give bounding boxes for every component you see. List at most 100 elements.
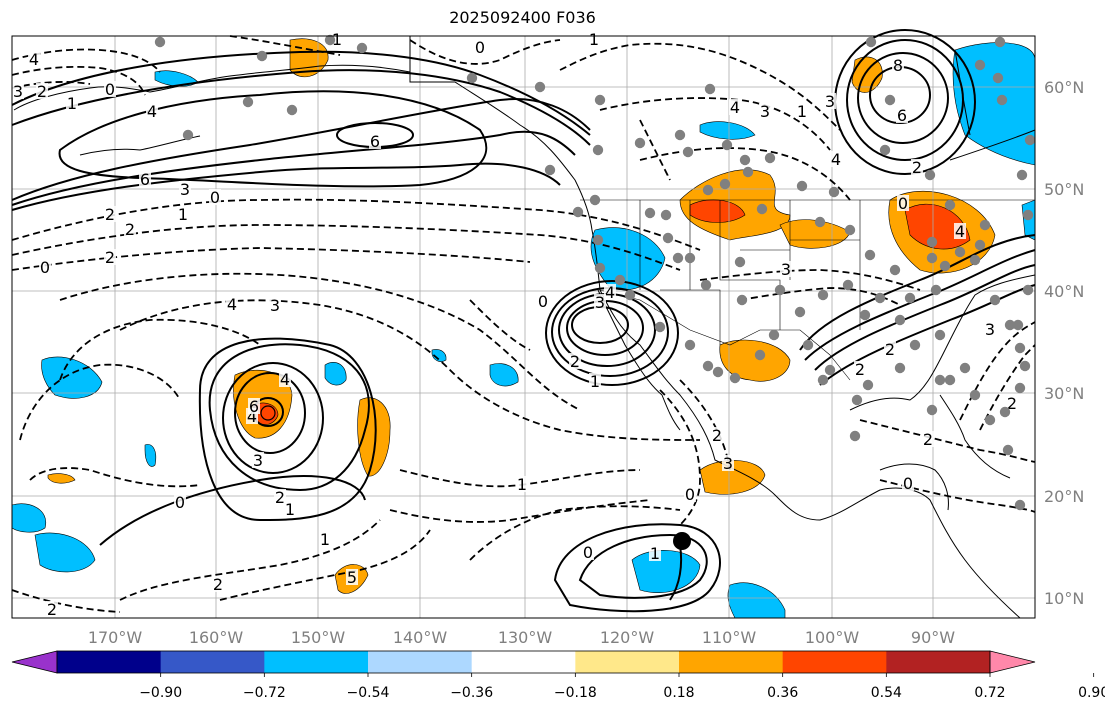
colorbar-segment xyxy=(57,651,162,673)
station-dot xyxy=(702,184,714,196)
colorbar-tick-label: −0.54 xyxy=(347,685,390,701)
negative-field-region xyxy=(11,503,47,533)
contour-label-bg xyxy=(759,103,771,119)
station-dot xyxy=(712,366,724,378)
colorbar-tick-labels: −0.90 −0.72 −0.54 −0.36 −0.18 0.18 0.36 0.54 0.7… xyxy=(139,673,1105,701)
contour-label-bg xyxy=(897,195,909,211)
contour-label: 0 xyxy=(538,292,548,311)
longitude-label: 160°W xyxy=(189,628,244,647)
station-dot xyxy=(614,274,626,286)
contour-label: 2 xyxy=(105,205,115,224)
longitude-label: 170°W xyxy=(88,628,143,647)
dashed-contour xyxy=(11,224,681,271)
contour-label: 1 xyxy=(320,530,330,549)
contour-label-bg xyxy=(369,133,381,149)
solid-contour xyxy=(669,544,683,601)
contour-label: 3 xyxy=(781,260,791,279)
station-dots xyxy=(154,34,1036,511)
station-dot xyxy=(884,94,896,106)
station-dot xyxy=(644,207,656,219)
coastline xyxy=(409,36,1021,619)
dashed-contour xyxy=(469,299,531,351)
border xyxy=(599,289,851,381)
positive-field-region xyxy=(904,203,971,250)
station-dot xyxy=(572,206,584,218)
contour-label: 2 xyxy=(885,340,895,359)
station-dot xyxy=(739,154,751,166)
station-dot xyxy=(672,252,684,264)
contour-label-bg xyxy=(984,321,996,337)
latitude-label: 20°N xyxy=(1044,487,1084,506)
station-dot xyxy=(684,252,696,264)
contour-label: 2 xyxy=(1007,394,1017,413)
station-dot xyxy=(944,374,956,386)
station-dot xyxy=(989,294,1001,306)
contour-label: 3 xyxy=(253,451,263,470)
dashed-contour xyxy=(739,287,901,306)
station-dot xyxy=(849,430,861,442)
station-dot xyxy=(754,349,766,361)
station-dot xyxy=(844,224,856,236)
station-dot xyxy=(1022,209,1034,221)
station-dot xyxy=(969,389,981,401)
colorbar-segment xyxy=(575,651,680,673)
contour-label: 1 xyxy=(285,500,295,519)
contour-label: 8 xyxy=(893,56,903,75)
contour-label: 3 xyxy=(595,293,605,312)
latitude-label: 50°N xyxy=(1044,180,1084,199)
station-dot xyxy=(634,137,646,149)
station-dot xyxy=(934,329,946,341)
colorbar-extend-low xyxy=(11,650,58,674)
contour-label-bg xyxy=(179,181,191,197)
colorbar-extend-high xyxy=(989,650,1036,674)
station-dot xyxy=(959,362,971,374)
station-dot xyxy=(979,219,991,231)
colorbar-tick-label: 0.54 xyxy=(871,685,902,701)
contour-label: 1 xyxy=(178,205,188,224)
dashed-contour xyxy=(11,81,91,89)
contour-label-bg xyxy=(684,486,696,502)
station-dot xyxy=(734,256,746,268)
coastline xyxy=(597,289,681,431)
station-dot xyxy=(926,236,938,248)
station-dot xyxy=(814,216,826,228)
station-dot xyxy=(828,186,840,198)
solid-contour xyxy=(846,39,964,161)
contour-label-bg xyxy=(537,293,549,309)
contour-label: 0 xyxy=(210,188,220,207)
longitude-label: 140°W xyxy=(393,628,448,647)
colorbar-tick-label: −0.36 xyxy=(450,685,493,701)
contour-label-bg xyxy=(604,284,616,300)
negative-field-region xyxy=(144,444,157,467)
dashed-contour xyxy=(639,147,851,201)
colorbar-segment xyxy=(368,651,473,673)
coastline xyxy=(13,64,411,111)
contour-label: 2 xyxy=(213,575,223,594)
contour-label: 4 xyxy=(280,370,290,389)
station-dot xyxy=(654,321,666,333)
contour-label: 4 xyxy=(147,102,157,121)
station-dot xyxy=(534,81,546,93)
contour-label-bg xyxy=(279,371,291,387)
station-dot xyxy=(992,72,1004,84)
contour-label-bg xyxy=(569,353,581,369)
contour-label: 2 xyxy=(47,600,57,619)
border xyxy=(660,289,721,345)
dashed-contour xyxy=(559,42,841,131)
colorbar-segment xyxy=(160,651,265,673)
station-dot xyxy=(939,260,951,272)
contour-label: 2 xyxy=(912,158,922,177)
station-dot xyxy=(324,34,336,46)
station-dot xyxy=(954,246,966,258)
station-dot xyxy=(544,164,556,176)
station-dot xyxy=(1004,319,1016,331)
contour-label-bg xyxy=(582,544,594,560)
latitude-label: 40°N xyxy=(1044,282,1084,301)
map-frame xyxy=(11,35,1036,619)
longitude-label: 110°W xyxy=(702,628,757,647)
coastlines xyxy=(13,36,1036,619)
contour-label-bg xyxy=(722,455,734,471)
negative-field-region xyxy=(699,121,756,140)
station-dot xyxy=(182,129,194,141)
station-dot xyxy=(682,146,694,158)
